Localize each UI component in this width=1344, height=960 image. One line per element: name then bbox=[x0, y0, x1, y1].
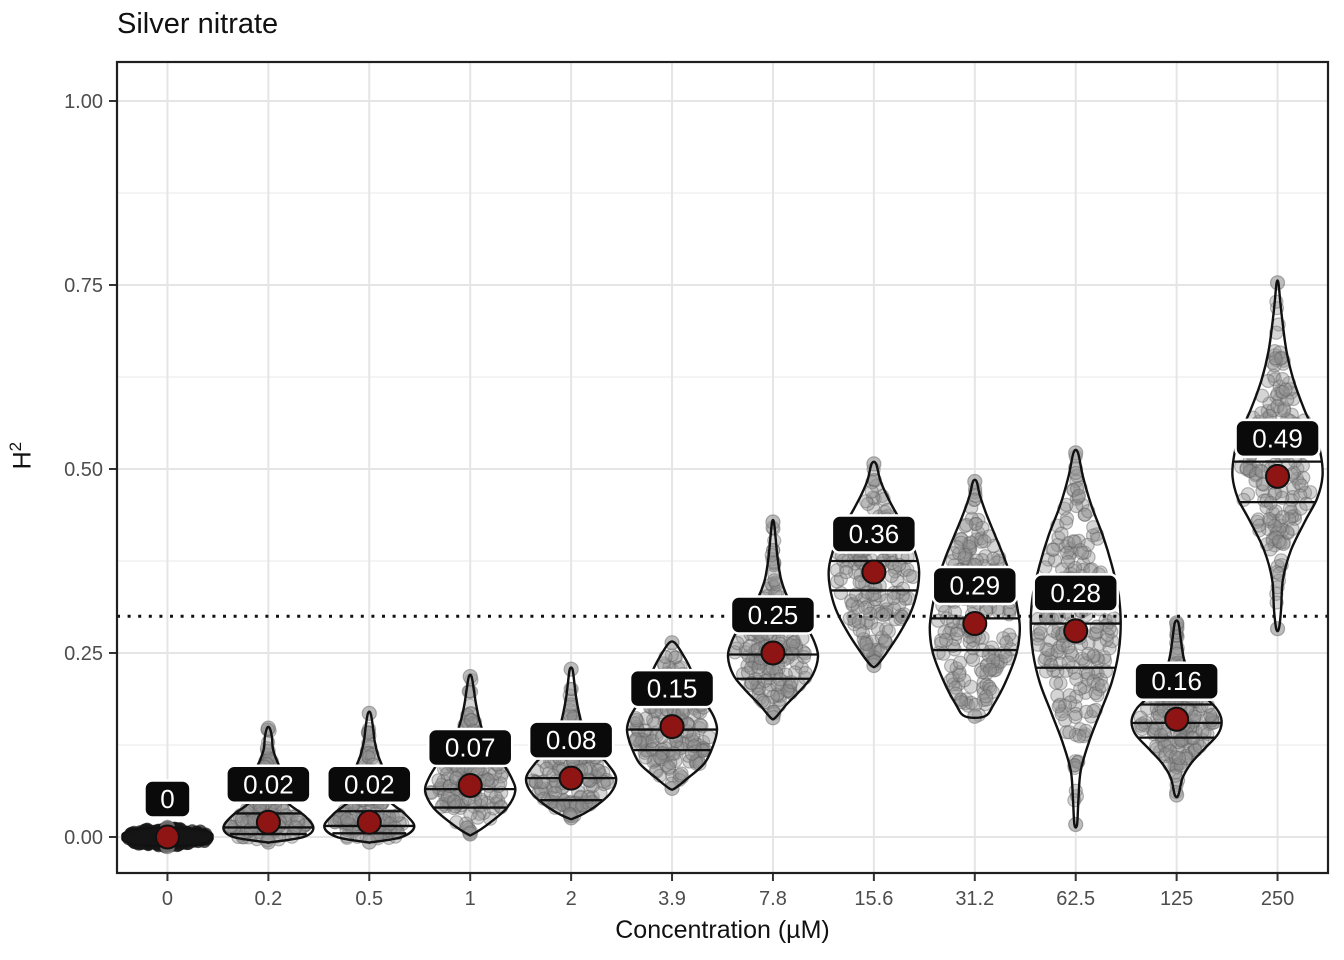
mean-label-text: 0.02 bbox=[243, 769, 294, 799]
mean-label-text: 0.28 bbox=[1050, 578, 1101, 608]
mean-label-text: 0.25 bbox=[748, 600, 799, 630]
panel-background bbox=[117, 62, 1328, 873]
mean-marker-1: 0.07 bbox=[426, 727, 514, 798]
mean-label-box bbox=[729, 595, 817, 635]
y-axis-title: H2 bbox=[6, 442, 37, 470]
svg-text:7.8: 7.8 bbox=[759, 888, 787, 910]
mean-label-text: 0 bbox=[160, 784, 174, 814]
svg-text:0.75: 0.75 bbox=[64, 275, 103, 297]
mean-label-box bbox=[628, 668, 716, 709]
mean-marker-0.2: 0.02 bbox=[225, 764, 312, 835]
mean-marker-2: 0.08 bbox=[527, 720, 615, 791]
mean-label-text: 0.07 bbox=[445, 732, 496, 762]
mean-point bbox=[154, 824, 180, 850]
svg-text:1.00: 1.00 bbox=[64, 91, 103, 113]
svg-text:3.9: 3.9 bbox=[658, 888, 686, 910]
mean-label-box bbox=[1234, 418, 1321, 459]
mean-label-text: 0.36 bbox=[849, 519, 900, 549]
mean-label-box bbox=[143, 779, 192, 819]
mean-label-text: 0.49 bbox=[1252, 423, 1303, 453]
y-axis-title-exponent: 2 bbox=[6, 441, 26, 452]
svg-text:0.5: 0.5 bbox=[355, 888, 383, 910]
svg-text:0: 0 bbox=[162, 888, 173, 910]
mean-point bbox=[558, 765, 584, 791]
mean-point bbox=[962, 611, 988, 637]
svg-text:0.50: 0.50 bbox=[64, 459, 103, 481]
x-axis-title: Concentration (µM) bbox=[615, 916, 830, 944]
mean-marker-15.6: 0.36 bbox=[830, 514, 918, 585]
svg-text:62.5: 62.5 bbox=[1056, 888, 1095, 910]
mean-marker-7.8: 0.25 bbox=[729, 595, 817, 666]
svg-text:0.25: 0.25 bbox=[64, 643, 103, 665]
mean-label-text: 0.08 bbox=[546, 725, 597, 755]
mean-label-text: 0.15 bbox=[647, 674, 698, 704]
mean-label-box bbox=[830, 514, 918, 554]
mean-label-box bbox=[931, 565, 1019, 606]
mean-marker-3.9: 0.15 bbox=[628, 668, 716, 740]
mean-label-box bbox=[1133, 661, 1220, 701]
mean-marker-0.5: 0.02 bbox=[326, 764, 413, 835]
svg-text:2: 2 bbox=[566, 888, 577, 910]
svg-text:0.00: 0.00 bbox=[64, 827, 103, 849]
mean-point bbox=[356, 809, 382, 835]
mean-marker-125: 0.16 bbox=[1133, 661, 1220, 732]
mean-label-text: 0.29 bbox=[949, 571, 1000, 601]
mean-point bbox=[255, 809, 281, 835]
svg-text:250: 250 bbox=[1261, 888, 1294, 910]
svg-text:31.2: 31.2 bbox=[955, 888, 994, 910]
svg-text:15.6: 15.6 bbox=[854, 888, 893, 910]
axis-ticks: 0.00 0.25 0.50 0.75 1.00 0 0.2 0.5 1 2 3.9 7.8 15.6 3… bbox=[64, 91, 1294, 910]
svg-text:125: 125 bbox=[1160, 888, 1193, 910]
mean-label-text: 0.16 bbox=[1151, 666, 1202, 696]
mean-label-box bbox=[1032, 573, 1119, 613]
mean-point bbox=[1164, 706, 1190, 732]
mean-marker-62.5: 0.28 bbox=[1032, 573, 1119, 644]
svg-text:0.2: 0.2 bbox=[254, 888, 282, 910]
mean-point bbox=[760, 640, 786, 666]
mean-marker-250: 0.49 bbox=[1234, 418, 1321, 489]
mean-label-box bbox=[326, 764, 413, 805]
mean-label-text: 0.02 bbox=[344, 769, 395, 799]
mean-label-box bbox=[527, 720, 615, 760]
mean-marker-31.2: 0.29 bbox=[931, 565, 1019, 637]
mean-point bbox=[1063, 618, 1089, 644]
mean-point bbox=[457, 772, 483, 798]
panel-border bbox=[115, 60, 1330, 875]
mean-point bbox=[1265, 463, 1291, 489]
mean-label-box bbox=[225, 764, 312, 805]
mean-point bbox=[659, 714, 685, 740]
chart-title: Silver nitrate bbox=[117, 8, 279, 40]
mean-point bbox=[861, 559, 887, 585]
y-axis-title-base: H bbox=[8, 451, 37, 470]
mean-label-box bbox=[426, 727, 514, 768]
svg-text:1: 1 bbox=[465, 888, 476, 910]
mean-marker-0: 0 bbox=[143, 779, 192, 850]
